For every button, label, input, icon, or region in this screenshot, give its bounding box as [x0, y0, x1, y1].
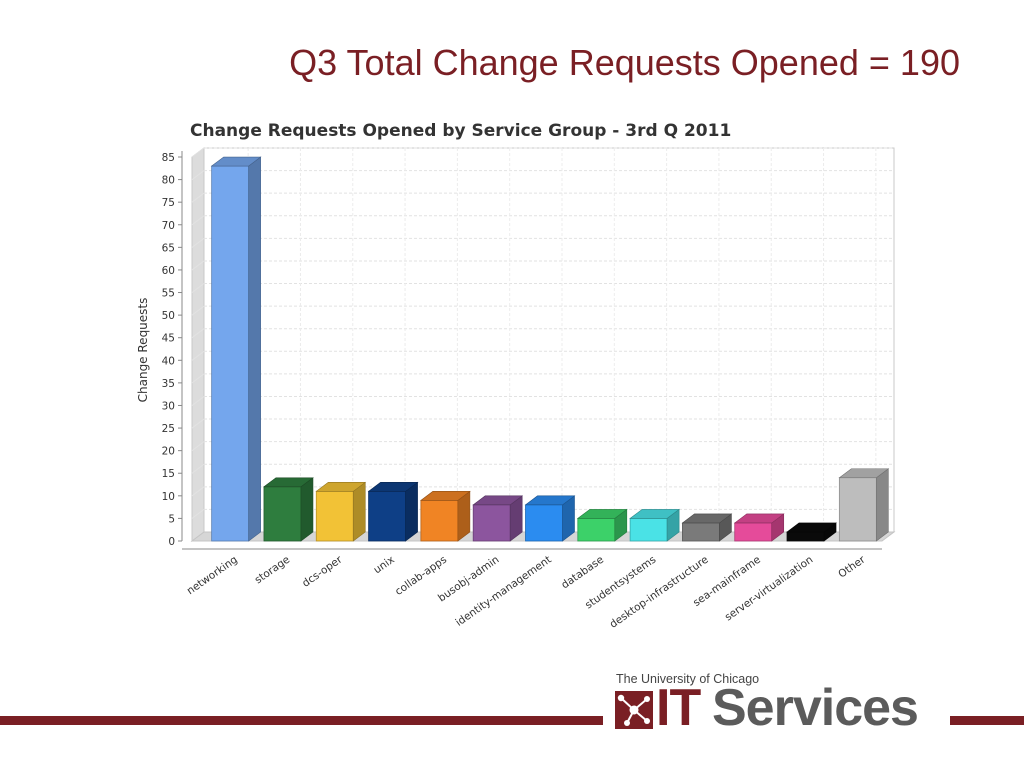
y-tick-label: 85	[162, 152, 175, 164]
brand-divider-right	[950, 716, 1024, 725]
bar-top-database	[576, 509, 628, 519]
y-gridline-side	[191, 350, 205, 361]
y-tick-label: 70	[162, 220, 175, 232]
x-tick-label: storage	[253, 554, 293, 587]
x-tick-label: server-virtualization	[723, 554, 816, 624]
network-logo-icon	[615, 691, 653, 729]
y-tick-label: 50	[162, 310, 175, 322]
y-gridline-side	[191, 441, 205, 452]
y-gridline-side	[191, 509, 205, 519]
x-tick-label: unix	[372, 554, 397, 577]
bar-database	[577, 518, 616, 542]
plot-side-wall	[191, 147, 205, 542]
slide-title: Q3 Total Change Requests Opened = 190	[289, 42, 960, 83]
y-tick-label: 40	[162, 355, 175, 367]
y-tick-label: 10	[162, 491, 175, 503]
plot-back-wall	[203, 147, 895, 533]
y-tick-label: 60	[162, 265, 175, 277]
x-tick-label: networking	[185, 554, 240, 598]
bar-server-virtualization	[786, 531, 825, 542]
bar-unix	[368, 490, 406, 542]
y-gridline-side	[191, 305, 205, 316]
bar-top-storage	[263, 477, 314, 488]
y-gridline-side	[191, 373, 205, 384]
x-tick-label: desktop-infrastructure	[608, 554, 711, 631]
bar-top-sea-mainframe	[733, 513, 785, 524]
y-gridline-side	[191, 418, 205, 429]
y-gridline-side	[191, 328, 205, 339]
y-tick-label: 30	[162, 400, 175, 412]
x-tick-label: database	[559, 554, 606, 592]
bar-top-unix	[367, 482, 419, 492]
y-gridline-side	[191, 283, 205, 293]
bar-studentsystems	[629, 518, 668, 542]
y-tick-label: 15	[162, 468, 175, 480]
x-tick-label: Other	[836, 553, 868, 580]
logo-it-text: IT	[656, 679, 701, 737]
bar-side-storage	[300, 477, 314, 542]
bar-sea-mainframe	[734, 522, 773, 542]
y-tick-label: 5	[168, 513, 175, 525]
university-name: The University of Chicago	[616, 672, 760, 686]
bar-side-dcs-oper	[352, 481, 366, 542]
bar-top-networking	[210, 156, 262, 167]
bar-top-busobj-admin	[472, 495, 524, 506]
bar-desktop-infrastructure	[682, 522, 720, 542]
y-tick-label: 25	[162, 423, 175, 435]
plot-area: 0 5 10 15 20 25 30 35 40 45 50 55 60 65 70 75 80 85 networ…	[162, 147, 896, 631]
brand-divider-left	[0, 716, 603, 725]
bar-side-networking	[248, 156, 261, 542]
bar-storage	[263, 486, 302, 542]
y-gridline-side	[191, 147, 205, 158]
bar-Other	[838, 477, 877, 542]
bar-top-Other	[838, 468, 890, 479]
bar-top-studentsystems	[629, 509, 681, 519]
bar-networking	[211, 165, 250, 542]
y-gridline-side	[191, 260, 205, 271]
y-gridline-side	[191, 396, 205, 406]
bar-chart: Change Requests Opened by Service Group …	[136, 121, 896, 631]
chart-title: Change Requests Opened by Service Group …	[190, 121, 731, 141]
bar-top-desktop-infrastructure	[681, 513, 733, 524]
bar-top-dcs-oper	[315, 482, 367, 492]
bar-dcs-oper	[315, 490, 354, 542]
y-gridline-side	[191, 215, 205, 226]
logo-services-text: Services	[712, 679, 919, 737]
y-tick-label: 80	[162, 175, 175, 187]
y-gridline-side	[191, 170, 205, 180]
y-tick-label: 35	[162, 378, 175, 390]
y-tick-label: 75	[162, 197, 175, 209]
x-tick-label: dcs-oper	[300, 553, 345, 589]
bar-identity-management	[525, 504, 563, 542]
x-tick-label: identity-management	[453, 554, 553, 629]
bar-top-collab-apps	[419, 491, 471, 501]
bar-collab-apps	[420, 499, 459, 542]
y-tick-label: 0	[168, 536, 175, 548]
bar-side-Other	[876, 468, 889, 542]
y-gridline-side	[191, 486, 205, 497]
bar-side-unix	[405, 481, 418, 542]
y-tick-label: 65	[162, 242, 175, 254]
y-axis-label: Change Requests	[136, 298, 150, 403]
bar-top-server-virtualization	[786, 522, 837, 533]
bar-top-identity-management	[524, 495, 576, 506]
y-gridline-side	[191, 237, 205, 248]
y-gridline-side	[191, 463, 205, 474]
y-gridline-side	[191, 192, 205, 203]
bar-busobj-admin	[472, 504, 511, 542]
y-tick-label: 20	[162, 446, 175, 458]
y-tick-label: 45	[162, 333, 175, 345]
y-tick-label: 55	[162, 288, 175, 300]
